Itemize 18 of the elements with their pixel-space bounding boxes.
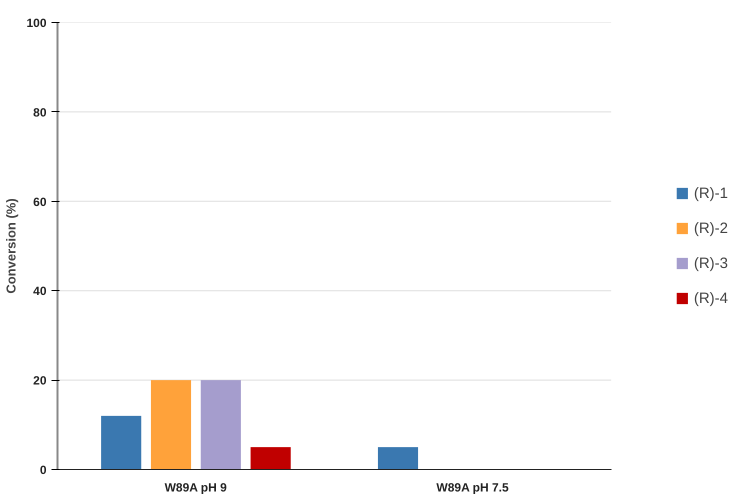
legend-label: (R)-1 <box>694 184 728 202</box>
y-tick-label: 80 <box>33 105 47 120</box>
bar <box>250 447 291 470</box>
bar <box>378 447 418 470</box>
x-tick-label: W89A pH 9 <box>164 480 228 494</box>
y-tick-label: 40 <box>33 284 47 298</box>
y-tick-label: 0 <box>40 463 47 477</box>
y-tick-label: 60 <box>33 194 47 209</box>
legend-label: (R)-2 <box>694 220 728 236</box>
x-tick-label: W89A pH 7.5 <box>436 480 509 494</box>
legend-label: (R)-3 <box>694 254 728 272</box>
legend-label: (R)-4 <box>694 290 728 306</box>
bar <box>150 380 192 470</box>
bar <box>101 416 142 470</box>
bar <box>200 380 241 470</box>
y-tick-label: 20 <box>33 374 47 388</box>
y-axis-title: Conversion (%) <box>3 198 18 294</box>
y-tick-label: 100 <box>26 16 47 30</box>
